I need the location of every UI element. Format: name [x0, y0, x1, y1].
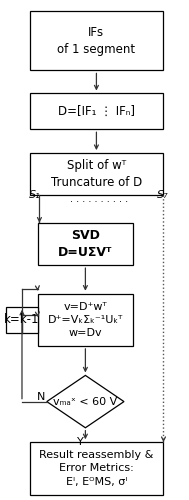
Bar — [30, 94, 163, 130]
Text: S₇: S₇ — [157, 190, 168, 200]
Bar — [30, 153, 163, 196]
Text: Result reassembly &
Error Metrics:
Eᴵ, EᴼMS, σᴵ: Result reassembly & Error Metrics: Eᴵ, E… — [39, 450, 154, 486]
Bar — [38, 223, 133, 265]
Text: S₁: S₁ — [29, 190, 41, 200]
Text: · · · · · · · · · ·: · · · · · · · · · · — [70, 197, 128, 207]
Bar — [30, 10, 163, 70]
Text: vₘₐˣ < 60 V: vₘₐˣ < 60 V — [53, 396, 118, 406]
Bar — [30, 442, 163, 494]
Text: Split of wᵀ
Truncature of D: Split of wᵀ Truncature of D — [51, 159, 142, 189]
Text: Y: Y — [77, 436, 83, 446]
Text: SVD
D=UΣVᵀ: SVD D=UΣVᵀ — [58, 229, 113, 259]
Text: N: N — [37, 392, 46, 402]
Bar — [6, 307, 38, 333]
Polygon shape — [47, 376, 124, 428]
Text: k=k-1: k=k-1 — [4, 314, 40, 326]
Text: v=D⁺wᵀ
D⁺=VₖΣₖ⁻¹Uₖᵀ
w=Dv: v=D⁺wᵀ D⁺=VₖΣₖ⁻¹Uₖᵀ w=Dv — [48, 302, 123, 338]
Text: IFs
of 1 segment: IFs of 1 segment — [57, 26, 136, 56]
Text: D=[IF₁ ⋮ IFₙ]: D=[IF₁ ⋮ IFₙ] — [58, 105, 135, 118]
Bar — [38, 294, 133, 346]
